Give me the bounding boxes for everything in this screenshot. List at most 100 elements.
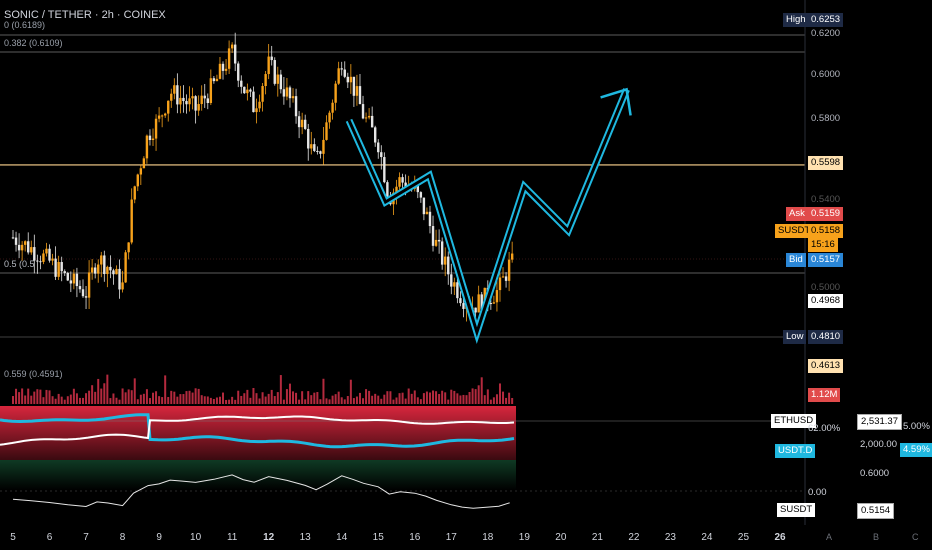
volume-bar bbox=[167, 397, 170, 404]
candle-body bbox=[179, 97, 182, 105]
volume-bar bbox=[495, 394, 498, 404]
x-tick-label: 13 bbox=[299, 532, 311, 543]
candle-body bbox=[191, 96, 194, 99]
candle-body bbox=[367, 115, 371, 118]
volume-bar bbox=[368, 390, 371, 404]
volume-bar bbox=[383, 394, 386, 404]
volume-bar bbox=[279, 375, 282, 404]
candle-body bbox=[200, 95, 203, 105]
volume-bar bbox=[453, 390, 456, 404]
volume-bar bbox=[304, 399, 307, 404]
volume-bar bbox=[374, 393, 377, 404]
candle-body bbox=[157, 115, 161, 119]
volume-bar bbox=[33, 391, 36, 404]
x-tick-label: 9 bbox=[156, 532, 162, 543]
candle-body bbox=[489, 303, 493, 305]
ind2-value: 0.5154 bbox=[857, 503, 895, 519]
low-label: Low bbox=[783, 330, 807, 344]
volume-bar bbox=[349, 379, 352, 404]
volume-bar bbox=[243, 393, 246, 404]
candle-body bbox=[386, 182, 389, 197]
candle-body bbox=[75, 273, 79, 287]
volume-bar bbox=[450, 389, 453, 404]
volume-bar bbox=[465, 395, 468, 404]
fib-label-0559: 0.559 (0.4591) bbox=[4, 369, 63, 379]
candle-body bbox=[270, 56, 273, 61]
candle-body bbox=[136, 174, 139, 187]
volume-bar bbox=[337, 391, 340, 404]
volume-bar bbox=[222, 392, 225, 404]
chart-title: SONIC / TETHER · 2h · COINEX bbox=[4, 9, 166, 21]
volume-bar bbox=[60, 396, 63, 404]
candle-body bbox=[276, 74, 279, 84]
candle-body bbox=[300, 119, 304, 128]
ind2-series-tag: SUSDT bbox=[777, 503, 816, 517]
volume-bar bbox=[164, 375, 167, 404]
ind1-red-band bbox=[0, 406, 516, 460]
candle-body bbox=[194, 96, 197, 111]
candle-body bbox=[319, 151, 322, 154]
volume-bar bbox=[511, 397, 514, 404]
volume-bar bbox=[203, 396, 206, 404]
usdtd-value: 4.59% bbox=[900, 443, 932, 457]
candle-body bbox=[36, 260, 39, 262]
candle-body bbox=[264, 74, 267, 87]
candle-body bbox=[510, 253, 514, 260]
candle-body bbox=[443, 256, 447, 265]
candle-body bbox=[60, 262, 63, 272]
volume-bar bbox=[343, 399, 346, 404]
volume-bar bbox=[237, 390, 240, 404]
volume-bar bbox=[459, 395, 462, 404]
price-tick-054: 0.5400 bbox=[811, 194, 841, 205]
candle-body bbox=[364, 117, 368, 119]
volume-bar bbox=[498, 383, 501, 404]
volume-bar bbox=[462, 394, 465, 404]
volume-bar bbox=[103, 383, 106, 404]
candle-body bbox=[313, 144, 316, 151]
volume-bar bbox=[298, 399, 301, 404]
candle-body bbox=[462, 303, 465, 309]
volume-bar bbox=[261, 392, 264, 404]
projection-inner bbox=[347, 88, 628, 338]
volume-bar bbox=[124, 392, 127, 404]
fib-label-05: 0.5 (0.5 bbox=[4, 259, 35, 269]
fib-label-0: 0 (0.6189) bbox=[4, 20, 46, 30]
volume-bar bbox=[508, 392, 511, 404]
candle-body bbox=[237, 63, 240, 81]
volume-bar bbox=[474, 389, 477, 404]
volume-bar bbox=[355, 396, 358, 404]
volume-bar bbox=[285, 389, 288, 404]
volume-bar bbox=[395, 397, 398, 404]
candle-body bbox=[51, 258, 54, 261]
volume-bar bbox=[340, 397, 343, 404]
volume-bar bbox=[82, 397, 85, 404]
volume-bar bbox=[425, 391, 428, 404]
volume-bar bbox=[209, 397, 212, 404]
candle-body bbox=[334, 83, 337, 103]
volume-bar bbox=[255, 393, 258, 404]
scale-b-button[interactable]: B bbox=[873, 532, 880, 542]
candle-body bbox=[109, 266, 112, 271]
volume-bar bbox=[273, 396, 276, 404]
volume-bar bbox=[480, 377, 483, 404]
candle-body bbox=[495, 290, 499, 303]
volume-bar bbox=[456, 393, 459, 404]
usdtd-tag: USDT.D bbox=[775, 444, 816, 458]
candle-body bbox=[124, 252, 127, 283]
scale-c-button[interactable]: C bbox=[912, 532, 919, 542]
candle-body bbox=[346, 76, 350, 83]
scale-a-button[interactable]: A bbox=[826, 532, 833, 542]
volume-bar bbox=[398, 393, 401, 404]
candle-body bbox=[39, 261, 42, 263]
candle-body bbox=[17, 244, 21, 251]
volume-bar bbox=[112, 393, 115, 404]
volume-bar bbox=[27, 388, 30, 404]
candles bbox=[11, 32, 514, 323]
candle-body bbox=[343, 69, 346, 77]
volume-bars bbox=[12, 374, 514, 404]
candle-body bbox=[230, 44, 234, 49]
candle-body bbox=[428, 211, 432, 227]
candle-body bbox=[78, 286, 82, 290]
volume-bar bbox=[206, 396, 209, 404]
high-label: High bbox=[783, 13, 809, 27]
